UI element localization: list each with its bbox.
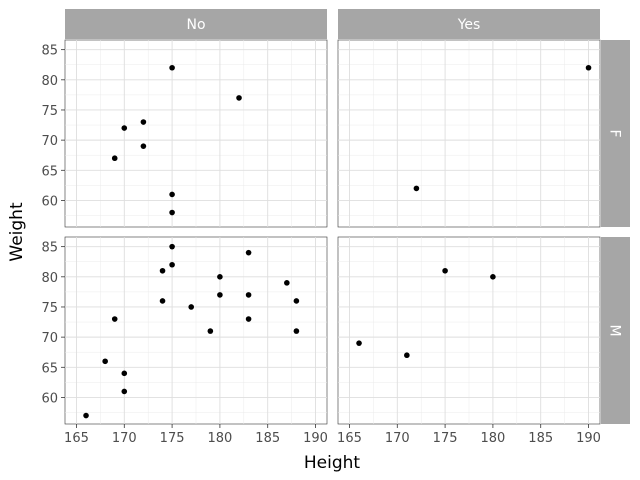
data-point bbox=[169, 243, 175, 250]
y-tick-label: 75 bbox=[41, 104, 58, 119]
data-point bbox=[169, 261, 175, 268]
axis-layer: 60 65 70 75 80 85 60 65 70 75 80 85 165 170 175 180 185 1… bbox=[41, 44, 600, 446]
data-point bbox=[159, 298, 166, 304]
strip-label: M bbox=[607, 324, 623, 336]
data-point bbox=[245, 316, 252, 322]
x-tick-label: 165 bbox=[337, 431, 362, 446]
data-point bbox=[121, 370, 128, 377]
data-point bbox=[121, 388, 128, 395]
data-point bbox=[245, 292, 252, 298]
x-tick-label: 175 bbox=[433, 431, 458, 446]
data-point bbox=[217, 292, 223, 298]
x-tick-label: 175 bbox=[160, 431, 185, 446]
x-tick-label: 180 bbox=[480, 431, 505, 446]
panel-no-f bbox=[64, 39, 328, 228]
data-point bbox=[169, 209, 175, 216]
x-axis-title: Height bbox=[304, 453, 361, 473]
strip-label: No bbox=[186, 17, 205, 33]
y-tick-label: 80 bbox=[41, 74, 58, 89]
strip-background bbox=[65, 9, 327, 39]
data-point bbox=[102, 358, 108, 365]
data-point bbox=[585, 64, 592, 71]
data-point bbox=[111, 316, 118, 322]
data-point bbox=[413, 185, 420, 192]
data-point bbox=[207, 328, 214, 334]
strip-col-yes: Yes bbox=[338, 9, 600, 39]
panel-no-m bbox=[64, 236, 328, 425]
strip-label: F bbox=[607, 129, 623, 137]
x-tick-label: 165 bbox=[64, 431, 89, 446]
strip-layer: No Yes F M bbox=[65, 9, 630, 424]
data-point bbox=[245, 249, 252, 256]
y-tick-label: 70 bbox=[41, 134, 58, 149]
data-point bbox=[442, 267, 448, 274]
data-point bbox=[293, 298, 300, 304]
data-point bbox=[169, 191, 175, 198]
panel-yes-m bbox=[337, 236, 601, 425]
strip-col-no: No bbox=[65, 9, 327, 39]
data-point bbox=[236, 95, 242, 101]
data-point bbox=[159, 267, 166, 274]
data-point bbox=[121, 125, 128, 131]
y-axis-title: Weight bbox=[7, 202, 27, 262]
x-tick-label: 185 bbox=[528, 431, 553, 446]
data-point bbox=[293, 328, 300, 334]
y-tick-label: 80 bbox=[41, 271, 58, 286]
data-point bbox=[140, 143, 147, 149]
data-point bbox=[284, 280, 290, 286]
x-tick-label: 190 bbox=[576, 431, 601, 446]
strip-label: Yes bbox=[457, 17, 481, 33]
strip-row-m: M bbox=[601, 237, 630, 424]
data-point bbox=[111, 155, 118, 162]
y-tick-label: 85 bbox=[41, 44, 58, 59]
data-point bbox=[217, 274, 223, 280]
x-tick-label: 190 bbox=[303, 431, 328, 446]
strip-background bbox=[601, 237, 630, 424]
y-tick-label: 85 bbox=[41, 241, 58, 256]
y-tick-label: 70 bbox=[41, 331, 58, 346]
strip-background bbox=[601, 40, 630, 227]
data-point bbox=[490, 274, 496, 280]
data-point bbox=[83, 412, 89, 419]
strip-background bbox=[338, 9, 600, 39]
y-tick-label: 75 bbox=[41, 301, 58, 316]
y-tick-label: 60 bbox=[41, 391, 58, 406]
x-tick-label: 170 bbox=[385, 431, 410, 446]
x-tick-label: 185 bbox=[255, 431, 280, 446]
y-tick-label: 60 bbox=[41, 194, 58, 209]
panel-layer bbox=[64, 39, 601, 425]
y-tick-label: 65 bbox=[41, 361, 58, 376]
data-point bbox=[404, 352, 410, 359]
panel-yes-f bbox=[337, 39, 601, 228]
x-tick-label: 180 bbox=[207, 431, 232, 446]
data-point bbox=[169, 64, 175, 71]
data-point bbox=[356, 340, 362, 346]
y-tick-label: 65 bbox=[41, 164, 58, 179]
data-point bbox=[140, 119, 147, 125]
x-tick-label: 170 bbox=[112, 431, 137, 446]
data-point bbox=[188, 304, 195, 310]
strip-row-f: F bbox=[601, 40, 630, 227]
